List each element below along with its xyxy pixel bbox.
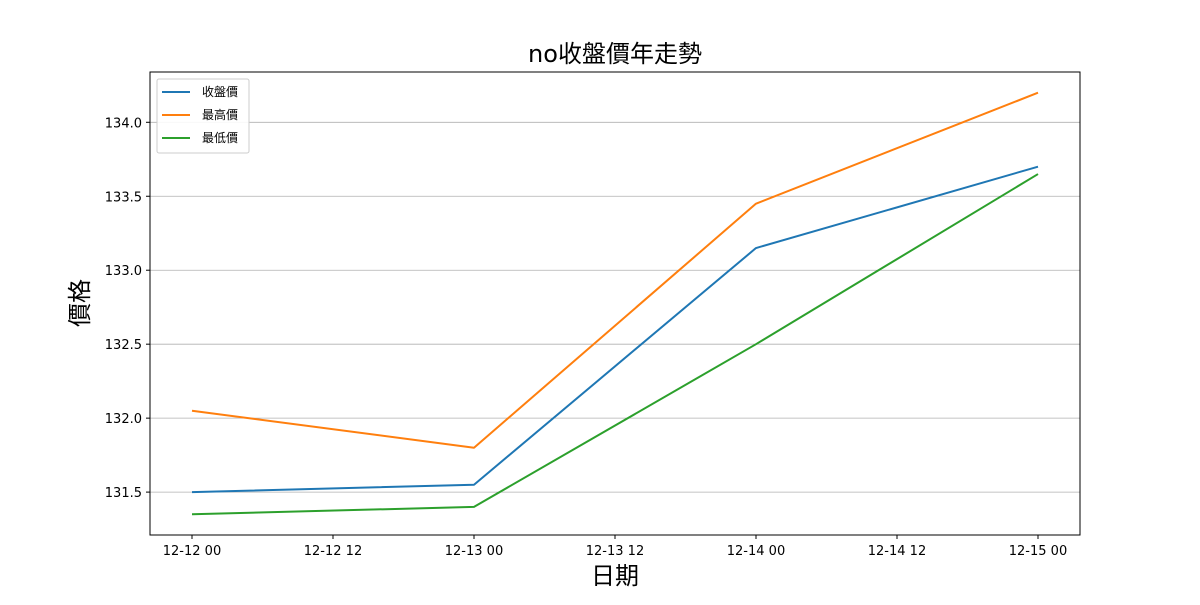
plot-frame: [149, 71, 1081, 536]
y-tick-label: 132.0: [105, 412, 142, 427]
x-tick-label: 12-14 12: [868, 544, 926, 559]
x-tick-label: 12-13 12: [586, 544, 644, 559]
y-tick-label: 134.0: [105, 116, 142, 131]
legend-label: 收盤價: [202, 85, 238, 99]
series-line: [191, 91, 1039, 449]
x-tick-label: 12-12 00: [163, 544, 221, 559]
x-axis-label: 日期: [591, 562, 639, 590]
grid-lines: [150, 121, 1080, 493]
series-line: [191, 165, 1039, 494]
legend-label: 最高價: [202, 107, 238, 122]
legend-box: [156, 78, 250, 154]
x-tick-label: 12-13 00: [445, 544, 503, 559]
y-axis-ticks: 131.5 132.0 132.5 133.0 133.5 134.0: [105, 116, 150, 501]
chart-title: no收盤價年走勢: [528, 40, 702, 68]
legend-label: 最低價: [202, 131, 238, 145]
x-axis-ticks: 12-12 00 12-12 12 12-13 00 12-13 12 12-14 00…: [163, 535, 1067, 559]
y-axis-label: 價格: [66, 279, 94, 327]
y-tick-label: 133.0: [105, 264, 142, 279]
x-tick-label: 12-15 00: [1009, 544, 1067, 559]
y-tick-label: 132.5: [105, 338, 142, 353]
series-lines: [191, 91, 1039, 516]
x-tick-label: 12-12 12: [304, 544, 362, 559]
y-tick-label: 131.5: [105, 486, 142, 501]
series-line: [191, 173, 1039, 516]
x-tick-label: 12-14 00: [727, 544, 785, 559]
y-tick-label: 133.5: [105, 190, 142, 205]
